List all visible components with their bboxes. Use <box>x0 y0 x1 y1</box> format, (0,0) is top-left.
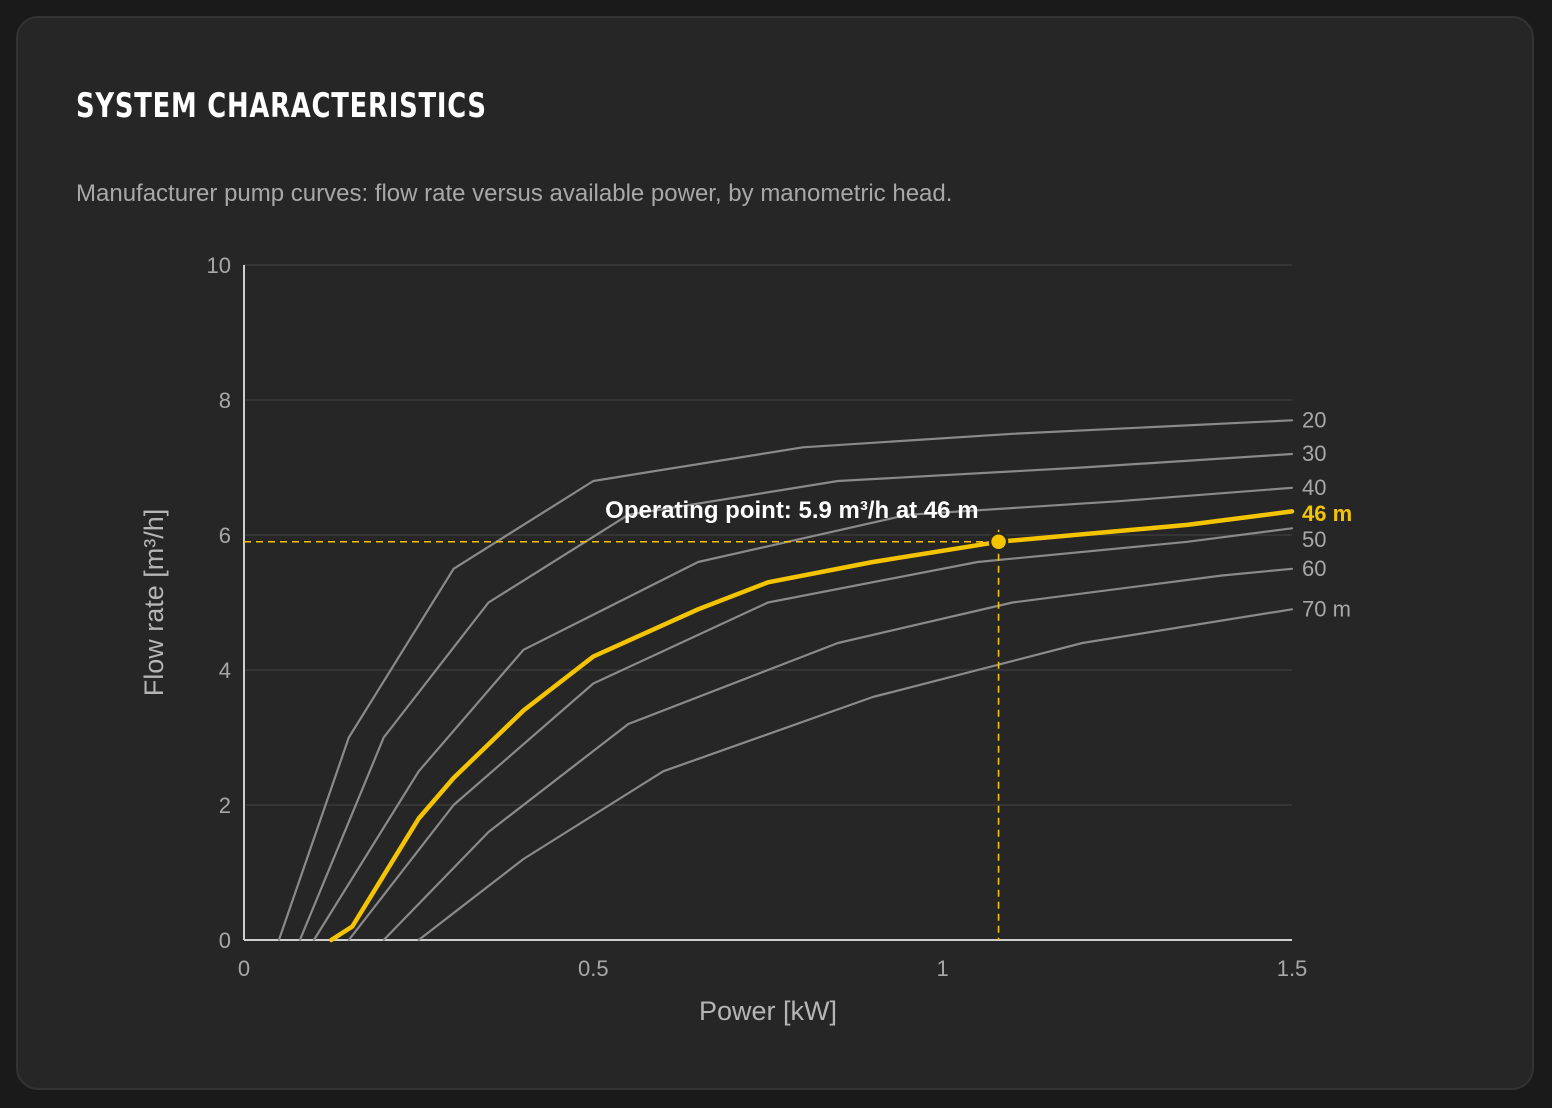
series-line <box>347 527 1294 942</box>
series-end-label: 70 m <box>1302 596 1351 621</box>
y-tick-label: 4 <box>219 658 231 683</box>
series-end-label: 30 <box>1302 441 1326 466</box>
series-end-label: 20 <box>1302 407 1326 432</box>
series-line <box>277 419 1294 942</box>
series-line <box>417 608 1294 942</box>
y-axis-label: Flow rate [m³/h] <box>139 509 169 697</box>
y-tick-label: 0 <box>219 928 231 953</box>
series-end-label: 46 m <box>1302 501 1352 526</box>
y-tick-label: 8 <box>219 388 231 413</box>
x-tick-label: 0 <box>238 956 250 981</box>
x-tick-label: 1.5 <box>1277 956 1308 981</box>
series-line <box>298 452 1294 942</box>
system-characteristics-card: SYSTEM CHARACTERISTICS Manufacturer pump… <box>16 16 1534 1090</box>
series-line-highlight <box>329 509 1295 943</box>
series-end-label: 40 <box>1302 475 1326 500</box>
y-tick-label: 10 <box>207 253 231 278</box>
x-tick-label: 1 <box>937 956 949 981</box>
series-end-label: 60 <box>1302 556 1326 581</box>
series-line <box>382 567 1294 942</box>
series-line <box>312 486 1294 942</box>
x-tick-label: 0.5 <box>578 956 609 981</box>
labels: 0 2 4 6 8 10 0 0.5 1 1.5 Power [kW] Flow rate [m³/h… <box>139 253 1352 1026</box>
series-end-label: 50 <box>1302 527 1326 552</box>
card-title: SYSTEM CHARACTERISTICS <box>76 86 487 126</box>
operating-point-guides <box>244 529 1009 940</box>
x-axis-label: Power [kW] <box>699 996 837 1026</box>
y-tick-label: 2 <box>219 793 231 818</box>
grid-lines <box>244 264 1292 806</box>
y-tick-label: 6 <box>219 523 231 548</box>
operating-point-marker <box>988 532 1009 552</box>
operating-point-label: Operating point: 5.9 m³/h at 46 m <box>605 497 978 524</box>
series-lines <box>277 419 1295 943</box>
card-subtitle: Manufacturer pump curves: flow rate vers… <box>76 180 953 207</box>
